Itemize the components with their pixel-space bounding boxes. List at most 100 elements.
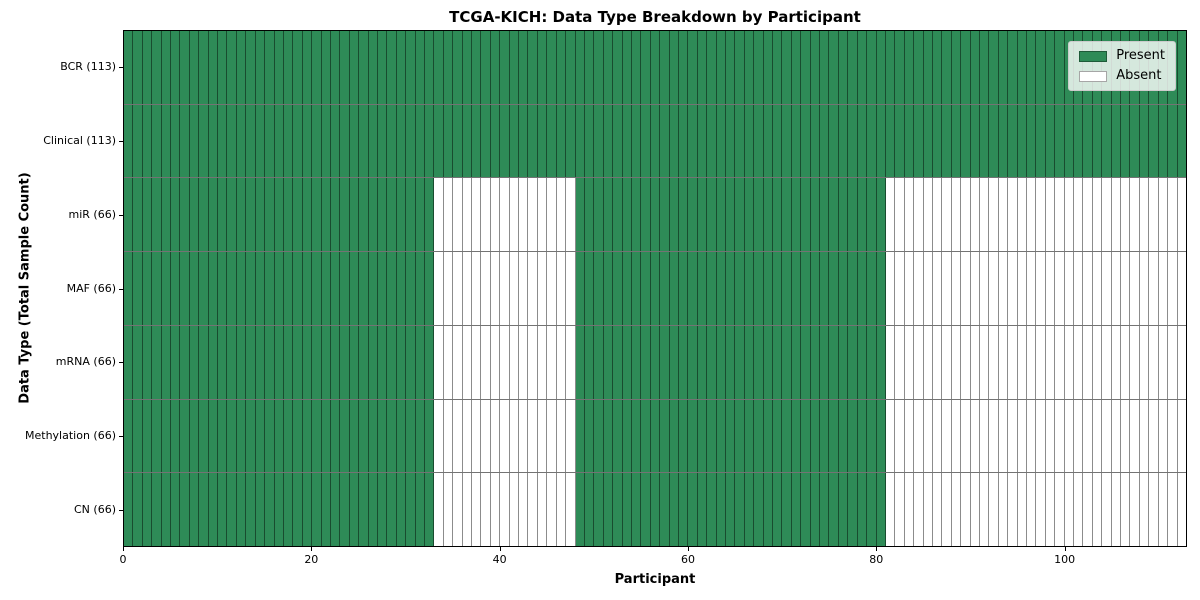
heatmap-cell-present <box>829 31 839 104</box>
heatmap-cell-present <box>312 104 322 178</box>
heatmap-cell-absent <box>509 399 520 473</box>
heatmap-cell-present <box>359 473 369 547</box>
heatmap-cell-present <box>763 399 774 473</box>
heatmap-cell-present <box>829 252 839 325</box>
plot-area <box>123 30 1187 547</box>
heatmap-cell-present <box>848 325 858 399</box>
heatmap-cell-absent <box>434 399 444 473</box>
heatmap-cell-absent <box>1177 399 1186 473</box>
heatmap-cell-present <box>321 252 331 325</box>
heatmap-cell-absent <box>885 325 896 399</box>
heatmap-cell-present <box>932 104 943 178</box>
heatmap-cell-present <box>603 178 614 252</box>
heatmap-cell-present <box>895 31 905 104</box>
heatmap-cell-present <box>773 31 783 104</box>
heatmap-cell-present <box>152 252 162 325</box>
heatmap-cell-present <box>707 473 717 547</box>
heatmap-cell-present <box>312 31 322 104</box>
heatmap-cell-present <box>829 399 839 473</box>
heatmap-cell-present <box>688 31 698 104</box>
heatmap-cell-absent <box>1102 252 1112 325</box>
heatmap-cell-present <box>998 104 1009 178</box>
heatmap-row-clinical <box>124 104 1186 179</box>
heatmap-cell-present <box>330 31 341 104</box>
heatmap-cell-present <box>782 252 792 325</box>
heatmap-cell-present <box>613 399 623 473</box>
heatmap-cell-absent <box>537 399 548 473</box>
heatmap-cell-absent <box>1008 325 1018 399</box>
heatmap-cell-absent <box>509 252 520 325</box>
heatmap-cell-absent <box>970 252 980 325</box>
heatmap-cell-present <box>829 325 839 399</box>
heatmap-cell-present <box>867 473 877 547</box>
heatmap-cell-absent <box>490 178 501 252</box>
heatmap-cell-absent <box>989 325 999 399</box>
heatmap-cell-present <box>603 473 614 547</box>
heatmap-cell-present <box>735 325 745 399</box>
heatmap-cell-absent <box>462 399 473 473</box>
heatmap-cell-absent <box>923 473 933 547</box>
heatmap-cell-absent <box>566 178 576 252</box>
heatmap-cell-present <box>744 31 755 104</box>
heatmap-cell-present <box>124 104 134 178</box>
heatmap-cell-absent <box>1092 473 1103 547</box>
heatmap-cell-present <box>566 31 576 104</box>
heatmap-cell-present <box>848 252 858 325</box>
heatmap-cell-absent <box>1027 252 1037 325</box>
heatmap-cell-present <box>321 104 331 178</box>
heatmap-cell-present <box>1017 31 1027 104</box>
heatmap-cell-present <box>575 252 585 325</box>
heatmap-cell-present <box>208 31 219 104</box>
heatmap-cell-absent <box>904 325 915 399</box>
heatmap-cell-present <box>1083 104 1093 178</box>
heatmap-cell-present <box>660 325 670 399</box>
heatmap-cell-present <box>387 104 397 178</box>
heatmap-cell-present <box>208 252 219 325</box>
x-tick-mark <box>688 547 689 551</box>
heatmap-cell-present <box>312 473 322 547</box>
heatmap-cell-present <box>848 31 858 104</box>
heatmap-cell-absent <box>519 252 529 325</box>
heatmap-cell-present <box>330 325 341 399</box>
heatmap-cell-present <box>754 473 764 547</box>
heatmap-cell-absent <box>1168 178 1178 252</box>
heatmap-cell-absent <box>1036 178 1046 252</box>
heatmap-cell-present <box>660 178 670 252</box>
heatmap-cell-present <box>678 31 689 104</box>
heatmap-cell-present <box>932 31 943 104</box>
heatmap-cell-present <box>763 252 774 325</box>
heatmap-cell-present <box>622 252 632 325</box>
heatmap-cell-present <box>1177 104 1186 178</box>
heatmap-cell-present <box>848 104 858 178</box>
heatmap-cell-absent <box>434 178 444 252</box>
heatmap-cell-present <box>218 252 228 325</box>
y-tick-label-bcr: BCR (113) <box>60 59 116 73</box>
y-tick-label-maf: MAF (66) <box>66 281 116 295</box>
heatmap-cell-present <box>735 473 745 547</box>
heatmap-cell-present <box>246 104 256 178</box>
heatmap-cell-present <box>302 31 313 104</box>
heatmap-cell-absent <box>556 473 567 547</box>
heatmap-cell-present <box>359 178 369 252</box>
heatmap-cell-present <box>735 178 745 252</box>
heatmap-cell-absent <box>434 325 444 399</box>
heatmap-cell-present <box>838 399 849 473</box>
heatmap-cell-present <box>744 325 755 399</box>
heatmap-cell-present <box>1036 31 1046 104</box>
heatmap-cell-present <box>415 252 425 325</box>
heatmap-cell-absent <box>453 252 463 325</box>
heatmap-cell-present <box>707 252 717 325</box>
heatmap-cell-present <box>246 325 256 399</box>
heatmap-cell-present <box>377 252 388 325</box>
heatmap-cell-absent <box>1130 178 1140 252</box>
heatmap-cell-absent <box>1074 178 1084 252</box>
heatmap-cell-absent <box>1177 473 1186 547</box>
heatmap-cell-absent <box>462 178 473 252</box>
heatmap-cell-present <box>641 325 651 399</box>
heatmap-cell-absent <box>1017 325 1027 399</box>
heatmap-cell-present <box>189 178 200 252</box>
heatmap-cell-absent <box>923 252 933 325</box>
y-tick-label-cn: CN (66) <box>74 503 116 517</box>
heatmap-cell-present <box>697 31 708 104</box>
heatmap-cell-absent <box>1092 252 1103 325</box>
